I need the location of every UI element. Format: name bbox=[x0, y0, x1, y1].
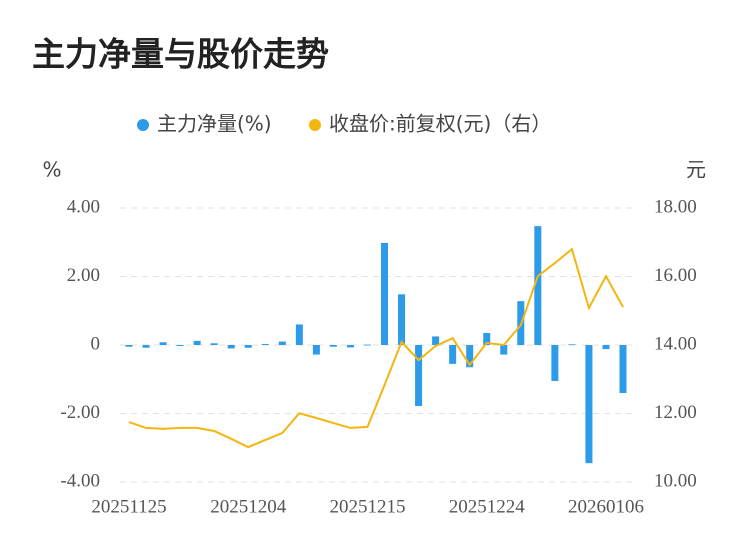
bar bbox=[381, 242, 389, 345]
y-tick-label: -4.00 bbox=[60, 470, 100, 491]
bar bbox=[346, 345, 354, 348]
y-tick-label: -2.00 bbox=[60, 402, 100, 423]
bar bbox=[329, 345, 337, 347]
bar bbox=[483, 333, 491, 345]
bar bbox=[193, 340, 201, 345]
bar bbox=[585, 345, 593, 464]
x-tick-label: 20251215 bbox=[329, 496, 405, 517]
bar bbox=[244, 345, 252, 348]
bar bbox=[278, 341, 286, 345]
y2-tick-label: 16.00 bbox=[654, 265, 697, 286]
bar bbox=[619, 345, 627, 393]
x-tick-label: 20251224 bbox=[449, 496, 526, 517]
bar bbox=[415, 345, 423, 406]
bar bbox=[210, 343, 218, 345]
y2-tick-label: 14.00 bbox=[654, 333, 697, 354]
bar bbox=[142, 345, 150, 348]
bar bbox=[398, 294, 406, 345]
bar bbox=[176, 345, 184, 347]
chart-title: 主力净量与股价走势 bbox=[32, 35, 329, 74]
y2-tick-label: 18.00 bbox=[654, 196, 697, 217]
bar bbox=[295, 324, 303, 345]
bar bbox=[551, 345, 559, 381]
y-tick-label: 2.00 bbox=[67, 265, 100, 286]
bar bbox=[312, 345, 320, 355]
y-axis-unit: % bbox=[42, 158, 61, 182]
y-tick-label: 4.00 bbox=[67, 196, 100, 217]
price-line bbox=[128, 247, 624, 449]
bar bbox=[432, 336, 440, 345]
y2-tick-label: 10.00 bbox=[654, 470, 697, 491]
legend-marker bbox=[309, 119, 321, 131]
legend-marker bbox=[137, 119, 149, 131]
x-tick-label: 20251204 bbox=[210, 496, 287, 517]
bar bbox=[500, 345, 508, 355]
legend-label: 主力净量(%) bbox=[157, 112, 272, 136]
bar bbox=[602, 345, 610, 350]
bar bbox=[466, 345, 474, 368]
y2-tick-label: 12.00 bbox=[654, 402, 697, 423]
bar bbox=[261, 343, 269, 345]
bar bbox=[125, 345, 133, 347]
bar bbox=[534, 226, 542, 345]
bar bbox=[159, 342, 167, 345]
y2-axis-unit: 元 bbox=[686, 158, 706, 182]
y-tick-label: 0 bbox=[91, 333, 101, 354]
bar bbox=[449, 345, 457, 364]
bar bbox=[227, 345, 235, 349]
bar bbox=[363, 344, 371, 346]
x-tick-label: 20251125 bbox=[91, 496, 166, 517]
bar bbox=[568, 344, 576, 346]
legend-label: 收盘价:前复权(元)（右） bbox=[329, 112, 551, 136]
x-tick-label: 20260106 bbox=[568, 496, 644, 517]
